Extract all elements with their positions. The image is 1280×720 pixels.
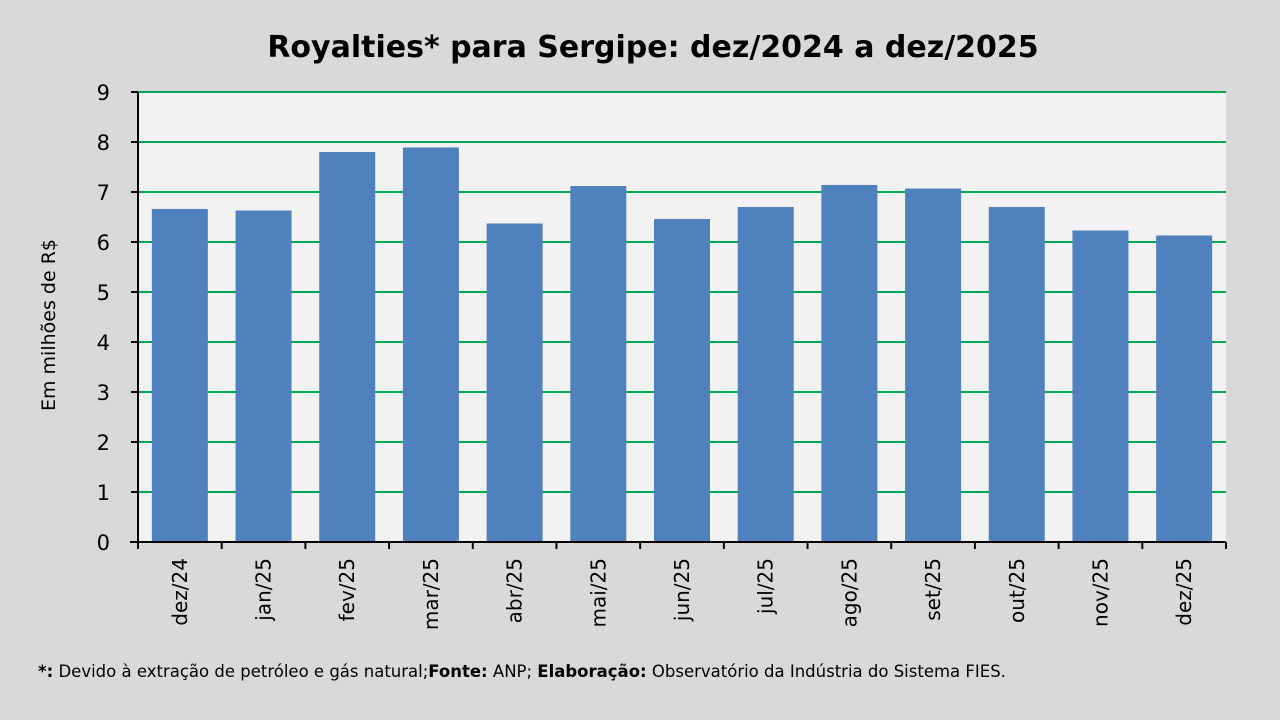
axes	[130, 91, 1227, 549]
bar	[1156, 235, 1213, 542]
y-tick-label: 0	[97, 531, 110, 555]
x-tick-label: jun/25	[670, 558, 694, 622]
bar	[151, 209, 208, 542]
bar	[654, 219, 710, 542]
bars	[151, 147, 1213, 542]
footnote-star-label: *:	[38, 662, 54, 681]
x-tick-label: nov/25	[1088, 558, 1112, 627]
bar	[402, 147, 459, 542]
footnote-source-label: Fonte:	[428, 662, 488, 681]
x-tick-label: dez/25	[1172, 558, 1196, 626]
bar	[1072, 230, 1129, 542]
footnote-credit-text: Observatório da Indústria do Sistema FIE…	[646, 662, 1006, 681]
footnote-source-text: ANP;	[487, 662, 538, 681]
x-tick-label: mai/25	[586, 558, 610, 627]
y-tick-label: 9	[97, 81, 110, 105]
y-tick-label: 8	[97, 131, 110, 155]
bar	[486, 223, 543, 542]
y-tick-labels: 0 1 2 3 4 5 6 7 8 9	[97, 81, 110, 555]
y-axis-label: Em milhões de R$	[38, 239, 60, 411]
y-tick-label: 5	[97, 281, 110, 305]
y-tick-label: 4	[97, 331, 110, 355]
y-tick-label: 1	[97, 481, 110, 505]
bar	[570, 186, 627, 542]
x-tick-label: abr/25	[503, 558, 527, 623]
x-tick-label: dez/24	[168, 558, 192, 626]
bar	[235, 210, 292, 542]
y-tick-label: 7	[97, 181, 110, 205]
x-tick-label: mar/25	[419, 558, 443, 630]
footnote-star-text: Devido à extração de petróleo e gás natu…	[53, 662, 429, 681]
footnote-credit-label: Elaboração:	[537, 662, 647, 681]
bar	[988, 207, 1045, 542]
x-tick-label: jan/25	[252, 558, 276, 622]
y-tick-label: 3	[97, 381, 110, 405]
footnote: *: Devido à extração de petróleo e gás n…	[38, 662, 1006, 681]
x-tick-label: fev/25	[335, 558, 359, 621]
x-tick-label: jul/25	[754, 558, 778, 615]
bar	[905, 188, 962, 542]
x-tick-label: set/25	[921, 558, 945, 621]
x-tick-label: out/25	[1005, 558, 1029, 623]
bar	[737, 207, 794, 542]
y-tick-label: 2	[97, 431, 110, 455]
bar	[821, 185, 878, 542]
bar	[319, 152, 376, 542]
y-tick-label: 6	[97, 231, 110, 255]
chart-title: Royalties* para Sergipe: dez/2024 a dez/…	[267, 30, 1039, 65]
x-tick-label: ago/25	[837, 558, 861, 627]
x-tick-labels: dez/24 jan/25 fev/25 mar/25 abr/25 mai/25 jun/…	[168, 558, 1196, 630]
